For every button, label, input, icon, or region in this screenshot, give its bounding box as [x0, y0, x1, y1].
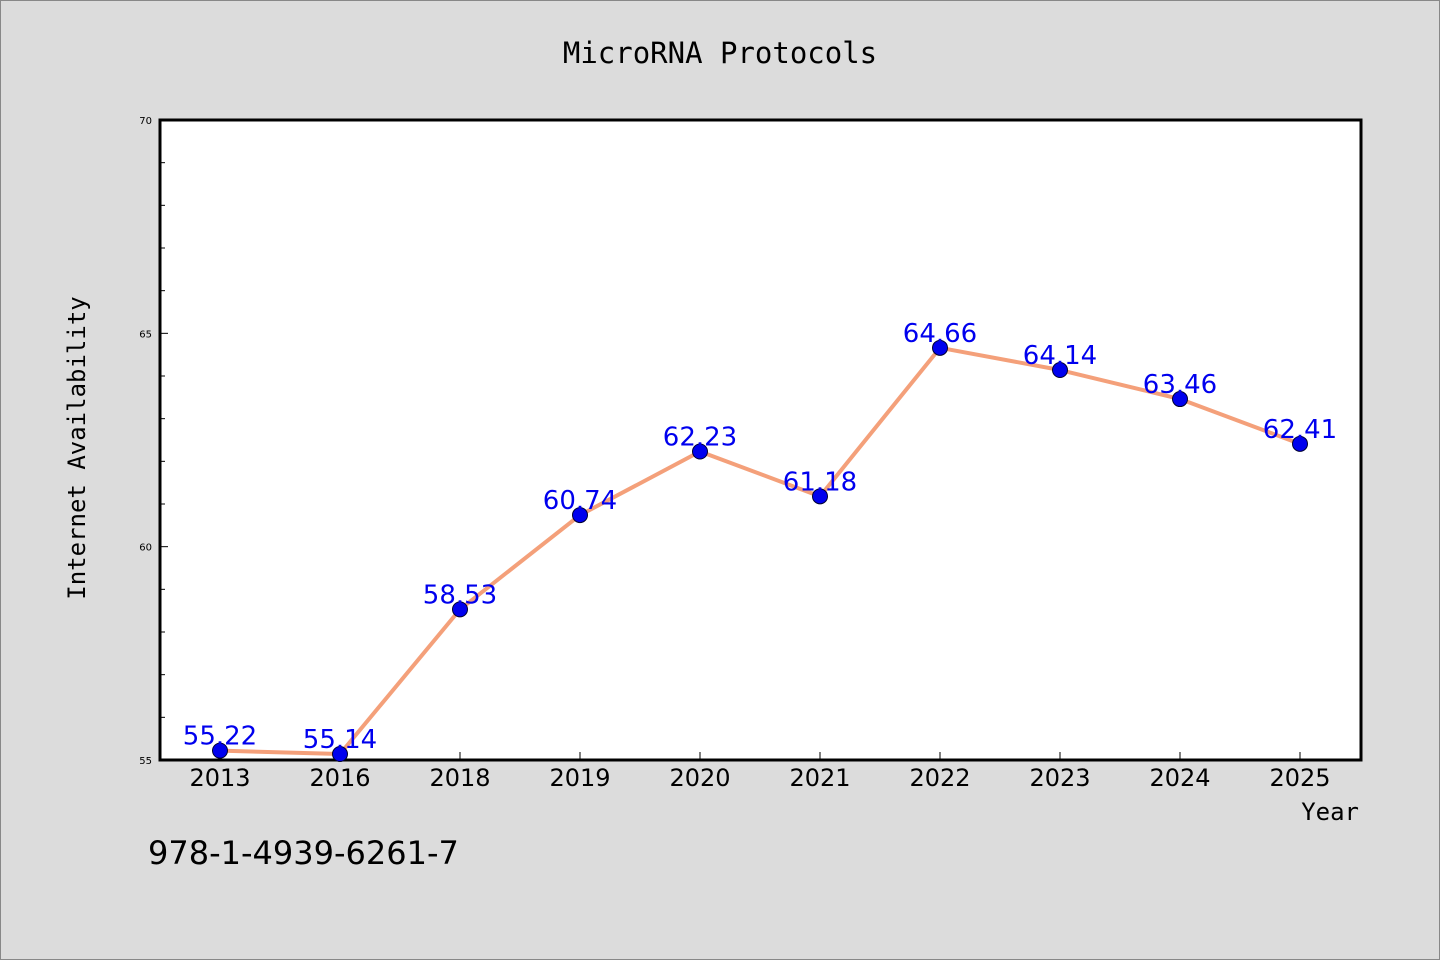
x-tick-label: 2018 — [429, 764, 490, 792]
data-label: 62.41 — [1263, 415, 1337, 445]
x-tick-label: 2016 — [309, 764, 370, 792]
data-label: 55.14 — [303, 725, 377, 755]
x-tick-label: 2022 — [909, 764, 970, 792]
data-point — [692, 443, 708, 460]
chart-title: MicroRNA Protocols — [563, 36, 877, 70]
y-tick-label: 65 — [139, 329, 152, 340]
y-axis: 55 60 65 70 — [139, 116, 168, 767]
x-tick-label: 2013 — [189, 764, 250, 792]
y-tick-label: 55 — [139, 756, 152, 767]
data-label: 64.66 — [903, 319, 977, 349]
data-label: 62.23 — [663, 423, 737, 453]
data-point — [1052, 362, 1068, 379]
data-label: 61.18 — [783, 467, 857, 497]
y-tick-label: 60 — [139, 543, 152, 554]
data-point — [332, 746, 348, 763]
x-axis: 2013 2016 2018 2019 2020 2021 2022 2023 2024 2025 — [189, 752, 1331, 792]
data-label: 58.53 — [423, 580, 497, 610]
data-point — [452, 601, 468, 618]
data-label: 60.74 — [543, 486, 617, 516]
isbn-label: 978-1-4939-6261-7 — [148, 834, 459, 872]
data-point — [212, 742, 228, 759]
x-tick-label: 2020 — [669, 764, 730, 792]
data-label: 63.46 — [1143, 370, 1217, 400]
x-axis-label: Year — [1301, 798, 1359, 826]
data-label: 55.22 — [183, 722, 257, 752]
x-tick-label: 2021 — [789, 764, 850, 792]
data-point — [572, 507, 588, 524]
data-label: 64.14 — [1023, 341, 1097, 371]
series-line — [218, 345, 1302, 757]
data-point — [1172, 391, 1188, 408]
data-point — [932, 339, 948, 356]
y-axis-label: Internet Availability — [63, 296, 91, 599]
plot-area — [158, 118, 1363, 762]
series-layer: 55.22 55.14 58.53 60.74 62.23 61.18 64.66 64.14… — [183, 319, 1337, 763]
x-tick-label: 2025 — [1269, 764, 1330, 792]
x-tick-label: 2024 — [1149, 764, 1210, 792]
x-tick-label: 2019 — [549, 764, 610, 792]
y-tick-label: 70 — [139, 116, 152, 127]
data-point — [812, 488, 828, 505]
x-tick-label: 2023 — [1029, 764, 1090, 792]
data-point — [1292, 435, 1308, 452]
